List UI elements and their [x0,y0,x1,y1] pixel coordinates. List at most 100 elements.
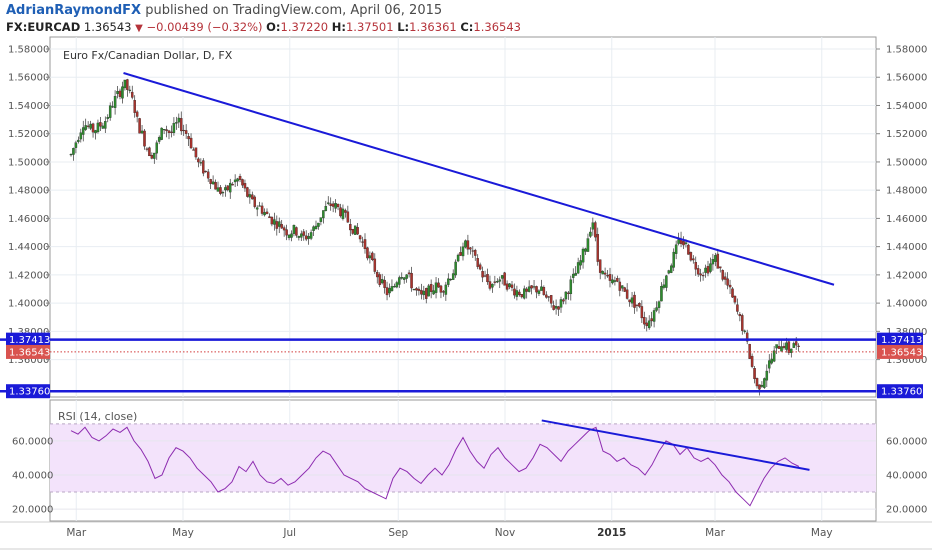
candle-body [253,196,256,207]
candle-body [236,178,239,182]
candle-body [192,149,195,151]
candle-body [309,232,313,239]
main-pane [49,36,877,398]
open-label: O: [266,20,281,34]
rsi-tick-label-left: 60.0000 [12,436,53,447]
candle-body [518,291,521,295]
candle-body [525,288,528,292]
candle-body [160,127,163,140]
candle-body [753,368,756,380]
candle-body [567,292,570,294]
candle-body [91,123,95,133]
candle-body [273,219,276,225]
candle-body [420,290,423,295]
candle-body [361,241,364,243]
candle-body [111,106,114,108]
candle-body [106,117,110,119]
y-tick-label-right: 1.42000 [886,270,927,281]
publisher-line: AdrianRaymondFX published on TradingView… [6,3,442,18]
candle-body [459,252,462,256]
candle-body [424,288,428,299]
candle-body [118,90,122,97]
candles [69,78,800,396]
candle-body [606,275,609,277]
candle-body [574,272,577,276]
candle-body [148,147,151,157]
candle-body [145,148,149,150]
candle-body [557,306,560,310]
candle-body [621,285,624,289]
candle-body [576,262,580,274]
candle-body [346,211,350,223]
rsi-title: RSI (14, close) [58,410,137,423]
candle-body [456,254,460,262]
candle-body [765,370,769,381]
candle-body [194,147,198,158]
candle-body [628,299,631,303]
candle-body [402,277,406,280]
candle-body [677,239,680,244]
candle-body [638,303,641,307]
candle-body [410,273,413,289]
candle-body [780,346,783,352]
candle-body [336,203,340,208]
candle-body [772,350,776,362]
author-name[interactable]: AdrianRaymondFX [6,3,142,18]
candle-body [660,286,663,302]
candle-body [743,330,747,332]
candle-body [248,194,252,198]
candle-body [547,296,551,298]
candle-body [390,286,394,292]
candle-body [745,332,749,342]
candle-body [133,99,136,113]
candle-body [584,248,587,252]
candle-body [760,384,764,387]
y-tick-label-left: 1.42000 [8,270,49,281]
candle-body [520,294,524,298]
candle-body [395,282,399,288]
candle-body [317,222,320,227]
candle-body [552,305,555,310]
candle-body [184,130,188,134]
candle-body [116,91,119,94]
y-tick-label-right: 1.44000 [886,242,927,253]
close-value: 1.36543 [473,20,521,34]
candle-body [199,162,203,164]
candle-body [454,261,457,276]
price-tag-left [6,344,50,359]
candle-body [714,255,717,262]
level-label-left: 1.33760 [9,387,50,398]
candle-body [380,279,384,284]
y-tick-label-right: 1.52000 [886,129,927,140]
candle-body [378,274,381,286]
candle-body [481,271,484,278]
candle-body [162,129,166,131]
candle-body [157,137,161,142]
candle-body [79,132,83,140]
candle-body [153,152,156,159]
candle-body [175,122,178,124]
candle-body [527,286,531,292]
published-text: published on TradingView.com, April 06, … [145,3,443,18]
rsi-band [50,423,876,493]
candle-body [307,236,310,239]
candle-body [292,224,296,234]
candle-body [287,234,291,239]
candle-body [716,253,720,269]
candle-body [282,227,286,231]
candle-body [750,355,754,367]
candle-body [383,279,386,288]
candle-body [113,96,117,108]
candle-body [647,320,651,329]
candle-body [625,289,629,299]
candle-body [535,286,538,293]
candle-body [500,275,504,279]
candle-body [393,286,396,288]
candle-body [197,158,200,163]
candle-body [554,306,558,309]
candle-body [231,184,234,186]
candle-body [339,207,342,217]
candle-body [657,301,661,308]
candle-body [728,284,732,288]
